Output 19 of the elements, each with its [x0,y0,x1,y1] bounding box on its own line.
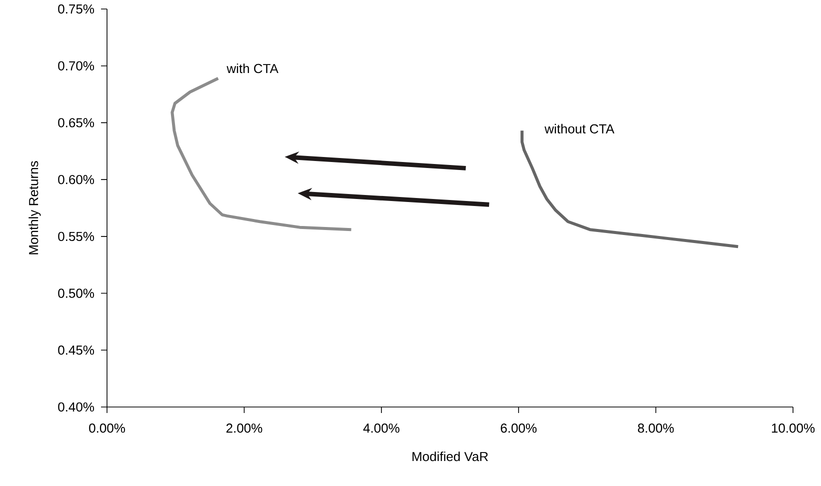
x-tick-label: 10.00% [772,424,815,433]
y-tick-label: 0.60% [58,174,94,184]
y-tick-label: 0.50% [58,288,94,298]
y-tick-label: 0.75% [58,4,94,14]
line-series [170,76,353,232]
y-axis-title: Monthly Returns [28,161,41,254]
x-tick-label: 4.00% [363,424,400,433]
series-label: with CTA [226,64,278,74]
y-tick-label: 0.55% [58,232,94,242]
y-tick-label: 0.70% [58,61,94,70]
y-tick-label: 0.65% [58,118,94,128]
y-tick-label: 0.40% [58,402,94,412]
x-tick-label: 0.00% [89,424,125,433]
x-axis-title: Modified VaR [412,452,488,462]
y-tick-label: 0.45% [58,346,94,355]
x-tick-label: 2.00% [226,424,262,433]
series-label: without CTA [544,124,614,134]
x-tick-label: 8.00% [638,424,674,433]
x-tick-label: 6.00% [500,424,537,433]
